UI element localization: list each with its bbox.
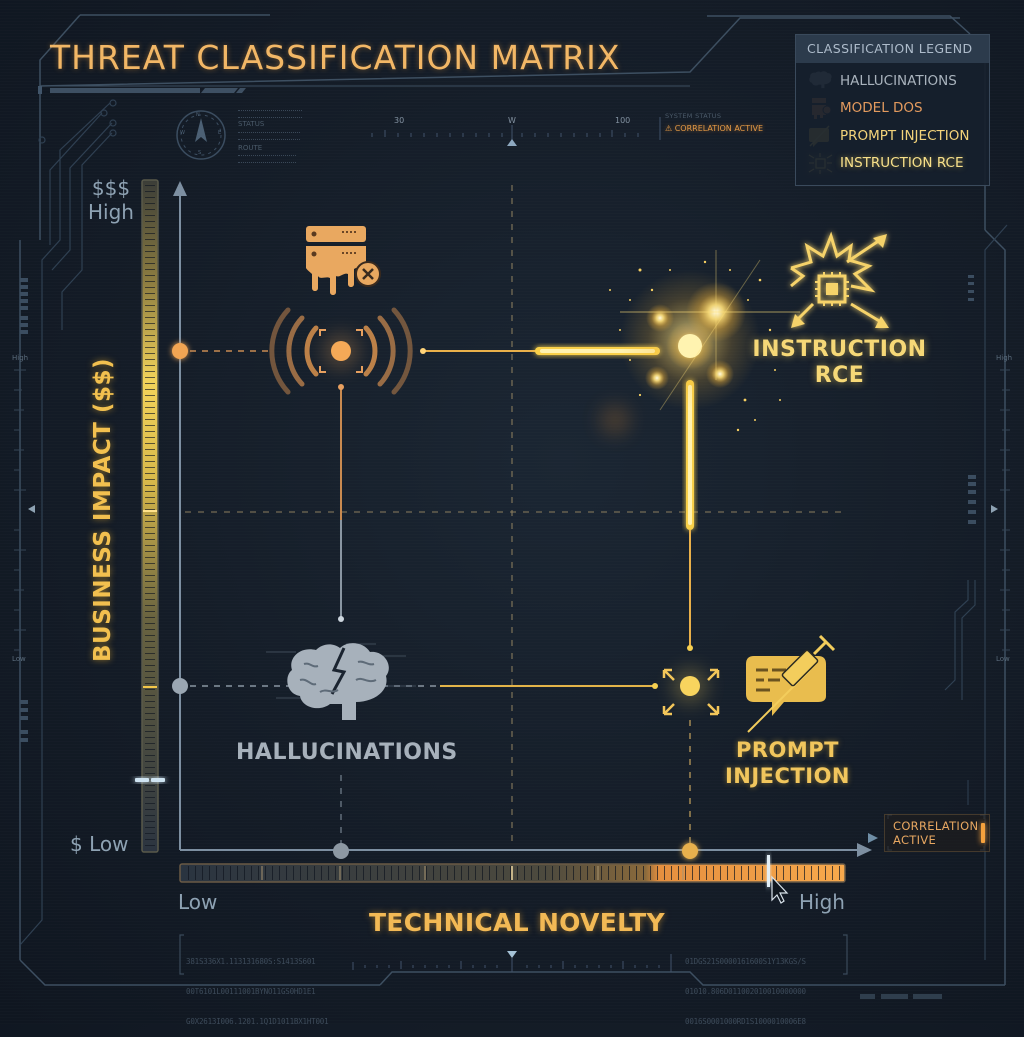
y-marker-low: [172, 678, 188, 694]
legend-label: MODEL DOS: [840, 100, 923, 116]
heading-label-30: 30: [394, 116, 405, 125]
data-readout-right: 01DGS21S0000161600S1Y13KGS/S 01010.806D0…: [685, 937, 806, 1037]
server-melt-icon: [806, 97, 832, 119]
y-axis-title: BUSINESS IMPACT ($$): [90, 358, 116, 662]
compass-readout-line: [238, 155, 296, 163]
technical-novelty-slider[interactable]: [178, 862, 847, 884]
page-title: THREAT CLASSIFICATION MATRIX: [50, 38, 621, 77]
hallucinations-label[interactable]: HALLUCINATIONS: [236, 740, 458, 765]
side-scale-low-left: Low: [12, 655, 26, 663]
heading-label-w: W: [508, 116, 516, 125]
x-axis-title: TECHNICAL NOVELTY: [369, 908, 665, 937]
legend-item-prompt-injection[interactable]: PROMPT INJECTION: [806, 125, 969, 147]
prompt-injection-node-hit[interactable]: [656, 650, 726, 722]
instruction-rce-label-text: INSTRUCTION RCE: [752, 337, 927, 388]
syringe-chat-icon: [806, 125, 832, 147]
prompt-injection-node: [662, 668, 720, 716]
brain-icon: [266, 643, 416, 720]
prompt-injection-label[interactable]: PROMPT INJECTION: [724, 738, 851, 788]
legend-title: CLASSIFICATION LEGEND: [796, 35, 989, 63]
business-impact-slider[interactable]: [140, 178, 160, 854]
legend-item-hallucinations[interactable]: HALLUCINATIONS: [806, 70, 957, 92]
compass-s-label: S: [198, 150, 202, 156]
brain-icon: [806, 70, 832, 92]
y-axis-high-text: High: [88, 200, 134, 224]
compass-e-label: E: [218, 130, 222, 136]
correlation-indicator-bar: [981, 823, 985, 843]
x-marker-high: [682, 843, 698, 859]
correlation-active-badge: CORRELATION ACTIVE: [884, 814, 990, 852]
technical-novelty-slider-handle[interactable]: [762, 853, 774, 889]
legend-label: INSTRUCTION RCE: [840, 155, 964, 171]
correlation-badge-line2: ACTIVE: [893, 833, 937, 847]
heading-label-100: 100: [615, 116, 631, 125]
side-scale-high-left: High: [12, 354, 29, 362]
model-dos-node-hit[interactable]: [268, 222, 418, 397]
compass-status-label: STATUS: [238, 120, 265, 128]
compass-n-label: N: [196, 112, 200, 118]
model-dos-node: [269, 307, 413, 395]
warning-icon: ⚠: [665, 124, 673, 133]
legend-label: HALLUCINATIONS: [840, 73, 957, 89]
y-axis-high-symbol: $$$: [91, 176, 131, 200]
legend-item-model-dos[interactable]: MODEL DOS: [806, 97, 923, 119]
chip-burst-icon: [806, 152, 832, 174]
x-axis-high-label: High: [799, 890, 845, 914]
compass-w-label: W: [180, 130, 185, 136]
readout-line: 00T6101L00111001BYNO11GS0HD1E1: [186, 987, 316, 996]
readout-line: 01010.806D011002010010000000: [685, 987, 806, 996]
compass-route-label: ROUTE: [238, 144, 263, 152]
data-readout-left: 381S336X1.113131680S:S1413S601 00T6101L0…: [186, 937, 329, 1037]
system-status-label: SYSTEM STATUS: [665, 112, 722, 120]
legend-label: PROMPT INJECTION: [840, 128, 970, 144]
compass-readout-line: [238, 110, 302, 118]
mouse-cursor-icon: [771, 875, 789, 904]
instruction-rce-node: [599, 250, 800, 436]
system-status: SYSTEM STATUS ⚠ CORRELATION ACTIVE: [665, 112, 775, 142]
x-axis-low-label: Low: [178, 890, 218, 914]
instruction-rce-node-hit[interactable]: [600, 250, 780, 440]
system-status-warning: ⚠ CORRELATION ACTIVE: [665, 124, 775, 133]
compass-readout-line: [238, 132, 300, 140]
classification-legend: CLASSIFICATION LEGEND HALLUCINATIONS MOD…: [795, 34, 990, 186]
correlation-badge-line1: CORRELATION: [893, 819, 979, 833]
instruction-rce-label[interactable]: INSTRUCTION RCE: [752, 337, 927, 389]
y-marker-high: [172, 343, 188, 359]
side-scale-low-right: Low: [996, 655, 1010, 663]
y-axis-high-label: $$$ High: [88, 176, 134, 224]
server-melt-icon: [306, 226, 381, 295]
readout-line: 0016S0001000RD1S1000010006E8: [685, 1017, 806, 1026]
readout-line: 381S336X1.113131680S:S1413S601: [186, 957, 316, 966]
y-axis-low-label: $ Low: [70, 832, 129, 856]
system-status-warning-text: CORRELATION ACTIVE: [674, 124, 764, 133]
x-marker-low: [333, 843, 349, 859]
chip-burst-icon: [790, 231, 889, 328]
legend-item-instruction-rce[interactable]: INSTRUCTION RCE: [806, 152, 964, 174]
syringe-chat-icon: [746, 634, 836, 733]
business-impact-slider-handle[interactable]: [133, 774, 167, 786]
readout-line: 01DGS21S0000161600S1Y13KGS/S: [685, 957, 806, 966]
readout-line: G0X2613I006.1201.1Q1D1011BX1HT001: [186, 1017, 329, 1026]
hallucinations-node-hit[interactable]: [280, 636, 400, 726]
side-scale-high-right: High: [996, 354, 1013, 362]
correlation-badge-text: CORRELATION ACTIVE: [893, 819, 978, 847]
